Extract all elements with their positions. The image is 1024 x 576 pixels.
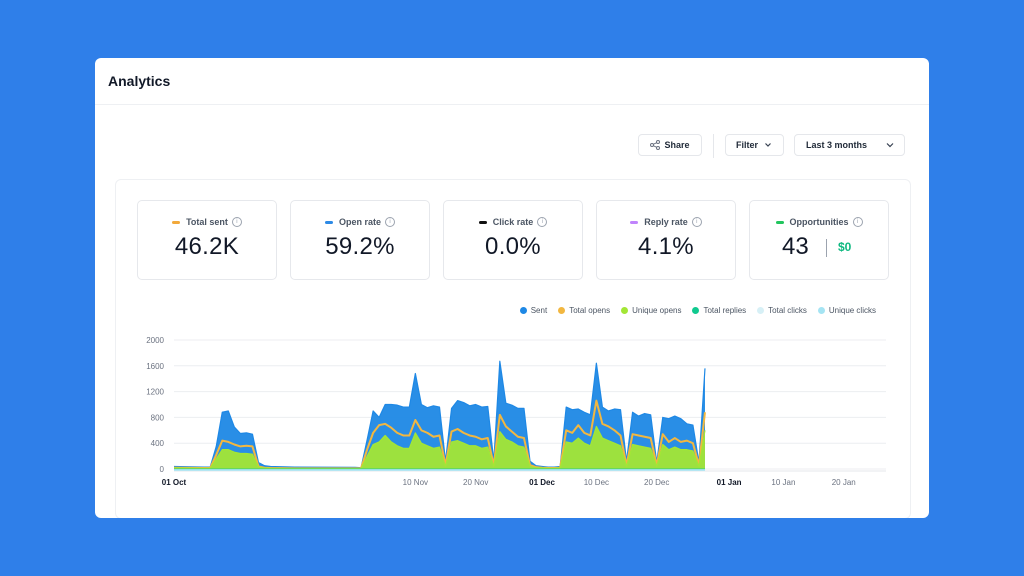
filter-button[interactable]: Filter bbox=[725, 134, 784, 156]
chevron-down-icon bbox=[886, 143, 894, 148]
share-button[interactable]: Share bbox=[638, 134, 702, 156]
stat-card-click-rate: Click rate i 0.0% bbox=[443, 200, 583, 280]
info-icon[interactable]: i bbox=[231, 217, 242, 227]
x-tick-label: 20 Dec bbox=[644, 478, 669, 487]
stat-label-row: Click rate i bbox=[444, 217, 582, 227]
stat-value: 43 bbox=[782, 233, 809, 260]
x-tick-label: 01 Jan bbox=[717, 478, 742, 487]
open-rate-dot-icon bbox=[324, 220, 333, 224]
legend-item[interactable]: Total clicks bbox=[757, 306, 807, 315]
share-label: Share bbox=[664, 140, 690, 150]
page-title: Analytics bbox=[108, 73, 171, 89]
stat-label: Click rate bbox=[492, 217, 534, 227]
total-sent-dot-icon bbox=[172, 220, 181, 224]
activity-chart: 2000 1600 1200 800 400 0 01 Oct 10 Nov 20 Nov 01 … bbox=[146, 336, 886, 487]
series-line-unique-opens bbox=[173, 425, 706, 470]
toolbar-divider bbox=[713, 134, 714, 158]
series-line-sent bbox=[173, 360, 706, 469]
stat-label: Opportunities bbox=[789, 217, 849, 227]
legend-label: Unique clicks bbox=[828, 306, 876, 315]
stat-card-total-sent: Total sent i 46.2K bbox=[137, 200, 277, 280]
stat-label: Open rate bbox=[338, 217, 381, 227]
share-icon bbox=[650, 140, 661, 150]
card-header: Analytics bbox=[95, 58, 929, 105]
legend-item[interactable]: Total replies bbox=[692, 306, 746, 315]
y-tick-label: 2000 bbox=[146, 336, 164, 345]
value-separator bbox=[826, 239, 827, 257]
x-tick-label: 01 Dec bbox=[529, 478, 555, 487]
legend-dot-icon bbox=[817, 307, 825, 314]
analytics-card: Analytics Share Filter Last 3 months bbox=[95, 58, 929, 518]
x-tick-label: 10 Nov bbox=[403, 478, 428, 487]
y-tick-label: 800 bbox=[151, 413, 165, 422]
analytics-panel: Total sent i 46.2K Open rate i 59.2% Cli… bbox=[115, 179, 911, 518]
stat-card-open-rate: Open rate i 59.2% bbox=[290, 200, 430, 280]
x-tick-label: 20 Nov bbox=[463, 478, 488, 487]
legend-label: Total replies bbox=[703, 306, 747, 315]
y-tick-label: 1600 bbox=[146, 362, 164, 371]
legend-item[interactable]: Unique clicks bbox=[817, 306, 876, 315]
click-rate-dot-icon bbox=[478, 220, 487, 224]
stat-value: 4.1% bbox=[638, 233, 694, 260]
info-icon[interactable]: i bbox=[691, 217, 702, 227]
y-tick-label: 400 bbox=[151, 439, 165, 448]
legend-item[interactable]: Sent bbox=[519, 306, 548, 315]
opportunity-value: $0 bbox=[838, 240, 852, 254]
legend-label: Total clicks bbox=[768, 306, 807, 315]
chevron-down-icon bbox=[765, 143, 771, 147]
stat-label-row: Open rate i bbox=[291, 217, 429, 227]
stat-value: 46.2K bbox=[174, 233, 240, 260]
y-tick-label: 0 bbox=[160, 465, 165, 474]
info-icon[interactable]: i bbox=[537, 217, 548, 227]
legend-item[interactable]: Unique opens bbox=[621, 306, 681, 315]
stat-label-row: Opportunities i bbox=[750, 217, 888, 227]
stat-label-row: Reply rate i bbox=[597, 217, 735, 227]
x-tick-label: 20 Jan bbox=[832, 478, 856, 487]
x-tick-label: 01 Oct bbox=[162, 478, 187, 487]
y-tick-label: 1200 bbox=[146, 388, 164, 397]
chart-legend: Sent Total opens Unique opens Total replies… bbox=[519, 306, 876, 315]
series-area-sent bbox=[174, 361, 705, 469]
info-icon[interactable]: i bbox=[852, 217, 863, 227]
stat-label: Reply rate bbox=[644, 217, 688, 227]
legend-label: Sent bbox=[530, 306, 548, 315]
legend-item[interactable]: Total opens bbox=[558, 306, 610, 315]
x-tick-label: 10 Jan bbox=[771, 478, 795, 487]
stat-value: 59.2% bbox=[325, 233, 395, 260]
legend-dot-icon bbox=[692, 307, 700, 314]
legend-dot-icon bbox=[621, 307, 629, 314]
stat-value: 0.0% bbox=[485, 233, 541, 260]
x-tick-label: 10 Dec bbox=[584, 478, 609, 487]
opportunities-dot-icon bbox=[775, 220, 784, 224]
stat-card-opportunities: Opportunities i 43 $0 bbox=[749, 200, 889, 280]
legend-dot-icon bbox=[519, 307, 527, 314]
stat-label-row: Total sent i bbox=[138, 217, 276, 227]
legend-dot-icon bbox=[757, 307, 765, 314]
legend-label: Total opens bbox=[569, 306, 611, 315]
filter-label: Filter bbox=[736, 140, 759, 150]
date-range-label: Last 3 months bbox=[806, 140, 868, 150]
info-icon[interactable]: i bbox=[385, 217, 395, 227]
date-range-select[interactable]: Last 3 months bbox=[794, 134, 905, 156]
toolbar: Share Filter Last 3 months bbox=[95, 134, 929, 158]
legend-dot-icon bbox=[558, 307, 566, 314]
legend-label: Unique opens bbox=[632, 306, 682, 315]
stat-card-reply-rate: Reply rate i 4.1% bbox=[596, 200, 736, 280]
reply-rate-dot-icon bbox=[630, 220, 639, 224]
stat-label: Total sent bbox=[186, 217, 228, 227]
